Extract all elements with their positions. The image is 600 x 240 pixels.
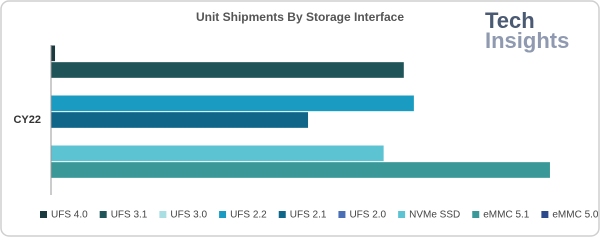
logo-top: Tech	[485, 8, 535, 33]
bar	[51, 112, 309, 128]
legend-label: UFS 3.0	[170, 210, 207, 221]
legend-swatch	[99, 211, 107, 218]
legend-swatch	[398, 211, 406, 218]
bar	[51, 145, 384, 162]
legend-swatch	[338, 211, 346, 218]
chart-title: Unit Shipments By Storage Interface	[196, 10, 404, 24]
legend-swatch	[219, 211, 227, 218]
legend-swatch	[472, 211, 480, 218]
legend-label: eMMC 5.1	[483, 210, 530, 221]
logo-bottom: Insights	[485, 28, 569, 53]
bar	[51, 95, 414, 112]
y-tick-label: CY22	[13, 114, 41, 126]
legend-label: UFS 4.0	[51, 210, 88, 221]
legend-swatch	[541, 211, 549, 218]
legend-label: UFS 2.0	[349, 210, 386, 221]
legend-swatch	[40, 211, 47, 218]
bar	[51, 162, 550, 178]
legend-swatch	[159, 211, 167, 218]
legend-label: UFS 2.2	[230, 210, 267, 221]
legend-label: eMMC 5.0	[552, 210, 599, 221]
bar	[51, 45, 56, 62]
bar	[51, 62, 404, 78]
legend-label: UFS 2.1	[290, 210, 327, 221]
legend-swatch	[278, 211, 286, 218]
legend-label: NVMe SSD	[409, 210, 460, 221]
legend-label: UFS 3.1	[111, 210, 148, 221]
